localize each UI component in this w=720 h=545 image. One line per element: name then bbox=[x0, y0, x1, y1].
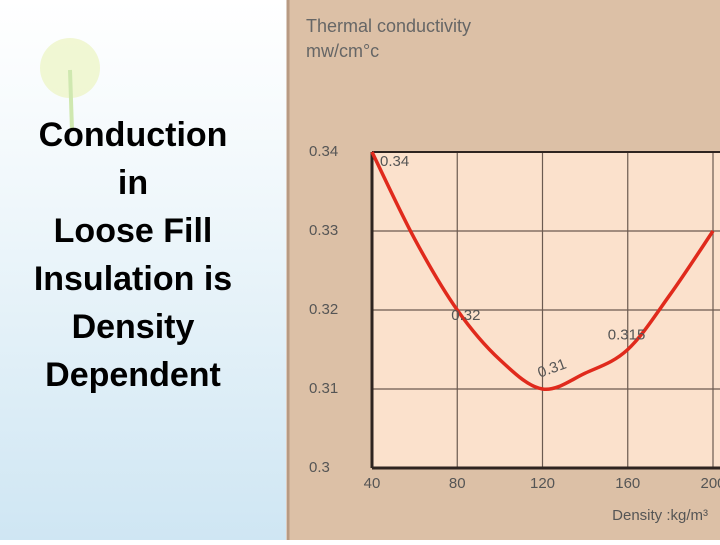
x-tick-label: 40 bbox=[364, 475, 381, 492]
x-tick-label: 200 bbox=[700, 475, 720, 492]
slide-title: Conduction in Loose Fill Insulation is Densi… bbox=[34, 116, 232, 394]
y-tick-label: 0.3 bbox=[309, 459, 330, 476]
title-line: Density bbox=[72, 308, 195, 346]
y-tick-label: 0.33 bbox=[309, 222, 338, 239]
x-axis-title: Density :kg/m³ bbox=[612, 507, 708, 524]
title-line: Conduction bbox=[39, 116, 228, 154]
chart: 0.3 0.31 0.32 0.33 0.34 40 80 120 160 200 Thermal … bbox=[306, 16, 720, 524]
y-axis-title: mw/cm°c bbox=[306, 41, 379, 61]
data-label: 0.34 bbox=[380, 153, 409, 170]
title-line: Dependent bbox=[45, 356, 221, 394]
data-label: 0.32 bbox=[451, 307, 480, 324]
series-line bbox=[370, 151, 715, 391]
y-tick-label: 0.34 bbox=[309, 143, 338, 160]
y-axis-title: Thermal conductivity bbox=[306, 16, 471, 36]
x-tick-label: 120 bbox=[530, 475, 555, 492]
x-tick-label: 160 bbox=[615, 475, 640, 492]
x-tick-label: 80 bbox=[449, 475, 466, 492]
data-label: 0.315 bbox=[608, 326, 646, 343]
dandelion bbox=[40, 38, 100, 98]
title-line: Insulation is bbox=[34, 260, 232, 298]
dandelion-stem bbox=[68, 69, 74, 131]
y-tick-label: 0.32 bbox=[309, 301, 338, 318]
title-line: Loose Fill bbox=[54, 212, 213, 250]
y-tick-label: 0.31 bbox=[309, 380, 338, 397]
title-line: in bbox=[118, 164, 148, 202]
left-panel bbox=[0, 0, 286, 540]
